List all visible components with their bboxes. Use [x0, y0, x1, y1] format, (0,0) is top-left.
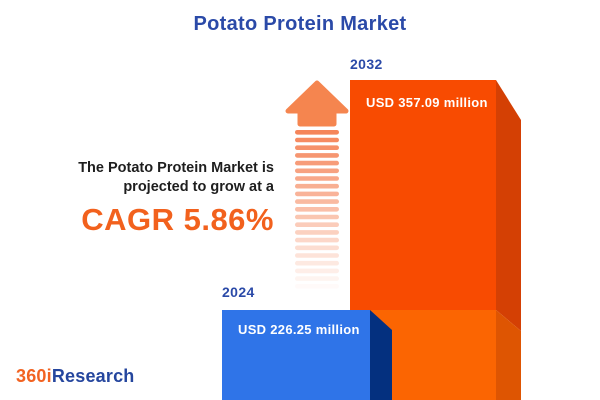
arrow-stripe: [295, 230, 339, 235]
arrow-stripe: [295, 214, 339, 220]
arrow-stripe: [295, 253, 339, 258]
bar-2032: [350, 80, 521, 400]
bar-2032-value-label: USD 357.09 million: [366, 95, 488, 110]
arrow-stripe: [295, 207, 339, 212]
bar-2024-front: [222, 310, 370, 400]
arrow-stripe: [295, 222, 339, 227]
arrow-stripe: [295, 191, 339, 197]
arrow-stripe: [295, 145, 339, 150]
arrow-stripe: [295, 153, 339, 158]
arrow-stripe: [295, 183, 339, 189]
brand-logo-suffix: Research: [51, 366, 135, 386]
growth-note-line1: The Potato Protein Market is: [78, 160, 274, 176]
arrow-stripe: [295, 237, 339, 243]
arrow-stripe: [295, 245, 339, 251]
arrow-stripe: [295, 199, 339, 204]
brand-logo: 360iResearch: [16, 366, 135, 387]
bar-2032-year-label: 2032: [350, 56, 383, 72]
brand-logo-prefix: 360i: [16, 366, 52, 386]
arrow-stripe: [295, 260, 339, 266]
bar-2024-year-label: 2024: [222, 284, 255, 300]
bar-2032-front-upper: [350, 80, 496, 310]
arrow-stripe: [295, 160, 339, 166]
arrow-stripe: [295, 276, 339, 281]
growth-note: The Potato Protein Market is projected t…: [78, 159, 274, 238]
arrow-stripe: [295, 268, 339, 274]
bar-2024: [222, 310, 392, 400]
arrow-head: [285, 80, 349, 127]
bar-2024-value-label: USD 226.25 million: [238, 322, 360, 337]
chart-title: Potato Protein Market: [193, 13, 407, 35]
arrow-stripe: [295, 130, 339, 135]
arrow-stripe: [295, 284, 339, 289]
arrow-stripe: [295, 137, 339, 143]
cagr-value: CAGR 5.86%: [81, 202, 274, 237]
growth-note-line2: projected to grow at a: [123, 179, 274, 195]
arrow-stripe: [295, 168, 339, 174]
bar-2032-side-lower: [496, 310, 521, 400]
growth-arrow-icon: [285, 80, 349, 289]
bar-2032-side-upper: [496, 80, 521, 331]
arrow-stripe: [295, 176, 339, 181]
bar-2024-side: [370, 310, 392, 400]
